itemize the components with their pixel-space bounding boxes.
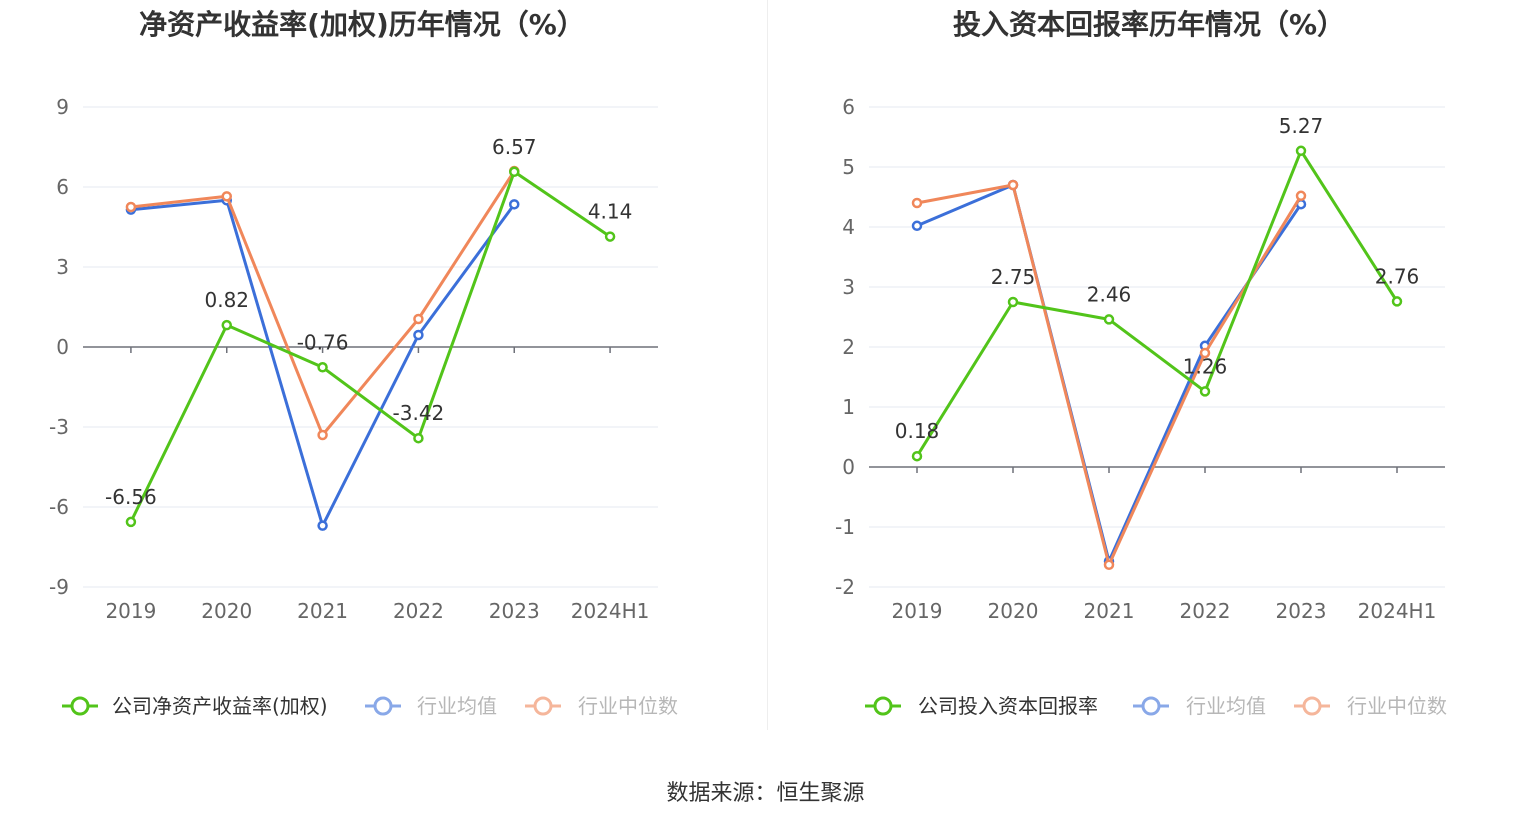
y-tick-label: -3 xyxy=(49,415,69,439)
series-point-median xyxy=(125,201,137,213)
data-label: -6.56 xyxy=(105,485,157,509)
x-tick-label: 2020 xyxy=(988,599,1039,623)
x-tick-label: 2023 xyxy=(489,599,540,623)
roic-chart: 投入资本回报率历年情况（%） -2 -1 0 1 2 3 4 5 6 2019 2020 2021 202… xyxy=(835,8,1447,718)
y-tick-label: -9 xyxy=(49,575,69,599)
y-tick-label: 4 xyxy=(842,215,855,239)
y-tick-label: -6 xyxy=(49,495,69,519)
series-line-avg xyxy=(916,183,1303,563)
y-tick-label: 9 xyxy=(56,95,69,119)
series-point-company xyxy=(317,362,328,373)
data-label: 6.57 xyxy=(492,135,537,159)
chart-title: 投入资本回报率历年情况（%） xyxy=(953,8,1345,41)
y-tick-label: 1 xyxy=(842,395,855,419)
series-point-company xyxy=(125,516,137,528)
series-point-avg xyxy=(413,329,424,341)
roic-chart-panel: 投入资本回报率历年情况（%） -2 -1 0 1 2 3 4 5 6 2019 2020 2021 202… xyxy=(766,0,1531,740)
legend-item-company: 公司净资产收益率(加权) xyxy=(62,694,328,718)
y-tick-label: 6 xyxy=(842,95,855,119)
x-tick-label: 2019 xyxy=(105,599,156,623)
series-point-median xyxy=(317,429,328,441)
x-tick-label: 2020 xyxy=(201,599,252,623)
legend-label: 公司投入资本回报率 xyxy=(918,694,1098,718)
data-label: 0.18 xyxy=(895,419,940,443)
series-point-median xyxy=(1103,559,1115,571)
x-tick-label: 2024H1 xyxy=(571,599,650,623)
data-label: 0.82 xyxy=(204,288,249,312)
x-tick-label: 2021 xyxy=(297,599,348,623)
data-label: 2.75 xyxy=(991,265,1036,289)
series-point-company xyxy=(1007,296,1019,308)
y-tick-label: -1 xyxy=(835,515,855,539)
x-tick-label: 2022 xyxy=(1180,599,1231,623)
series-point-company xyxy=(509,166,520,178)
series-point-company xyxy=(1199,386,1211,397)
legend-marker-icon xyxy=(873,696,893,716)
x-tick-label: 2024H1 xyxy=(1358,599,1437,623)
series-line-median xyxy=(916,183,1303,567)
series-point-company xyxy=(1391,296,1403,307)
series-point-company xyxy=(1295,145,1307,157)
series-point-median xyxy=(1295,190,1307,202)
legend-label: 公司净资产收益率(加权) xyxy=(112,694,328,718)
panel-divider xyxy=(767,0,768,730)
data-source: 数据来源：恒生聚源 xyxy=(0,775,1531,807)
chart-title: 净资产收益率(加权)历年情况（%） xyxy=(139,8,585,41)
series-line-company xyxy=(129,170,611,523)
legend-item-avg: 行业均值 xyxy=(1133,694,1266,718)
series-point-company xyxy=(604,231,616,242)
x-tick-label: 2021 xyxy=(1084,599,1135,623)
legend-marker-icon xyxy=(1302,696,1322,716)
roe-chart-panel: 净资产收益率(加权)历年情况（%） -9 -6 -3 0 3 6 9 2019 2020 2021 2… xyxy=(0,0,766,740)
data-label: 2.46 xyxy=(1087,282,1132,306)
legend-item-median: 行业中位数 xyxy=(525,694,678,718)
y-tick-label: 2 xyxy=(842,335,855,359)
legend-label: 行业均值 xyxy=(1186,694,1266,718)
legend-marker-icon xyxy=(533,696,553,716)
data-label: 4.14 xyxy=(588,200,633,224)
series-point-median xyxy=(911,197,923,209)
legend-item-avg: 行业均值 xyxy=(365,694,497,718)
series-point-median xyxy=(221,191,232,202)
series-point-median xyxy=(1199,347,1211,359)
data-source-label: 数据来源： xyxy=(666,781,777,806)
series-point-company xyxy=(413,432,424,444)
legend-item-median: 行业中位数 xyxy=(1294,694,1447,718)
series-point-company xyxy=(221,319,232,331)
x-tick-label: 2022 xyxy=(393,599,444,623)
y-tick-label: 0 xyxy=(842,455,855,479)
series-line-median xyxy=(130,170,516,437)
x-tick-label: 2019 xyxy=(892,599,943,623)
data-label: 2.76 xyxy=(1375,264,1420,288)
series-point-median xyxy=(1007,179,1019,191)
roe-chart: 净资产收益率(加权)历年情况（%） -9 -6 -3 0 3 6 9 2019 2020 2021 2… xyxy=(49,8,678,718)
y-tick-label: 0 xyxy=(56,335,69,359)
data-label: 5.27 xyxy=(1279,114,1324,138)
legend-label: 行业均值 xyxy=(417,694,497,718)
legend-label: 行业中位数 xyxy=(1347,694,1447,718)
y-tick-label: 5 xyxy=(842,155,855,179)
series-point-median xyxy=(413,313,424,325)
data-label: -3.42 xyxy=(393,401,445,425)
y-tick-label: 3 xyxy=(56,255,69,279)
series-point-company xyxy=(911,450,923,462)
series-point-avg xyxy=(317,520,328,531)
legend-item-company: 公司投入资本回报率 xyxy=(865,694,1098,718)
y-tick-label: -2 xyxy=(835,575,855,599)
legend-label: 行业中位数 xyxy=(578,694,678,718)
series-point-avg xyxy=(911,220,923,232)
y-tick-label: 6 xyxy=(56,175,69,199)
series-point-avg xyxy=(509,199,520,210)
legend-marker-icon xyxy=(373,696,393,716)
data-label: 1.26 xyxy=(1183,354,1228,378)
data-label: -0.76 xyxy=(297,330,349,354)
legend-marker-icon xyxy=(1141,696,1161,716)
legend-marker-icon xyxy=(70,696,90,716)
series-point-company xyxy=(1103,314,1115,325)
series-line-company xyxy=(915,149,1399,457)
x-tick-label: 2023 xyxy=(1276,599,1327,623)
data-source-name: 恒生聚源 xyxy=(776,781,865,806)
y-tick-label: 3 xyxy=(842,275,855,299)
